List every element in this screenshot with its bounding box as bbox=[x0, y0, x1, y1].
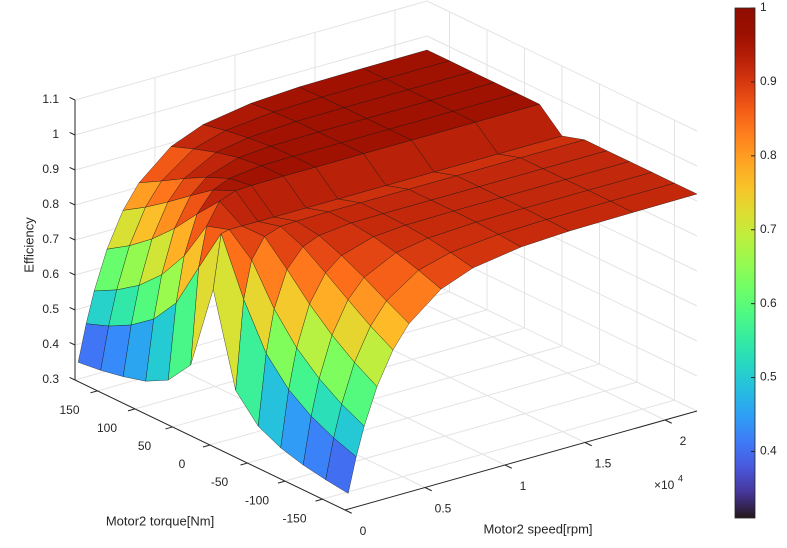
tick-mark bbox=[165, 426, 173, 430]
tick-mark bbox=[69, 236, 76, 241]
x-tick-label: 1.5 bbox=[595, 457, 612, 471]
surface-cell bbox=[325, 437, 357, 494]
colorbar-tick-label: 0.5 bbox=[760, 370, 777, 384]
x-tick-label: 1 bbox=[520, 479, 527, 493]
x-axis bbox=[344, 410, 698, 511]
tick-mark bbox=[315, 498, 323, 502]
grid-line bbox=[322, 399, 675, 500]
tick-mark bbox=[202, 444, 211, 448]
grid-line bbox=[426, 0, 698, 132]
labels: 0 0.5 1 1.5 2 -150 -100 -50 0 50 100 150 0.3 0.4 0.5 0.… bbox=[42, 92, 686, 538]
x-multiplier-base: ×10 bbox=[654, 478, 675, 492]
colorbar-tick-label: 1 bbox=[760, 0, 767, 14]
y-axis bbox=[74, 379, 346, 511]
x-tick-label: 2 bbox=[680, 434, 687, 448]
y-tick-label: -100 bbox=[245, 493, 269, 507]
tick-mark bbox=[504, 464, 512, 469]
y-tick-label: 50 bbox=[138, 439, 152, 453]
y-tick-label: -50 bbox=[211, 475, 229, 489]
x-tick-label: 0.5 bbox=[435, 502, 452, 516]
tick-mark bbox=[69, 131, 76, 136]
z-axis-label: Efficiency bbox=[21, 217, 36, 273]
tick-mark bbox=[424, 487, 432, 492]
y-tick-label: 100 bbox=[97, 421, 117, 435]
tick-mark bbox=[344, 509, 352, 514]
colorbar-tick-label: 0.9 bbox=[760, 74, 777, 88]
z-tick-label: 0.4 bbox=[42, 337, 59, 351]
colorbar-tick-label: 0.7 bbox=[760, 222, 777, 236]
z-tick-label: 0.3 bbox=[42, 372, 59, 386]
tick-mark bbox=[69, 341, 76, 346]
tick-mark bbox=[69, 96, 76, 101]
z-tick-label: 0.6 bbox=[42, 267, 59, 281]
x-multiplier-power: 4 bbox=[678, 473, 683, 483]
y-tick-label: 150 bbox=[59, 403, 79, 417]
z-tick-label: 0.7 bbox=[42, 232, 59, 246]
x-tick-label: 0 bbox=[360, 524, 367, 538]
y-tick-label: -150 bbox=[282, 511, 306, 525]
tick-mark bbox=[664, 419, 672, 424]
z-tick-label: 0.8 bbox=[42, 197, 59, 211]
z-tick-label: 0.9 bbox=[42, 162, 59, 176]
y-tick-label: 0 bbox=[179, 457, 186, 471]
grid-line bbox=[426, 280, 698, 412]
colorbar-tick-label: 0.8 bbox=[760, 148, 777, 162]
tick-mark bbox=[69, 166, 76, 171]
tick-mark bbox=[90, 390, 98, 394]
tick-mark bbox=[69, 376, 76, 381]
tick-mark bbox=[69, 306, 76, 311]
y-axis-label: Motor2 torque[Nm] bbox=[106, 513, 214, 528]
tick-mark bbox=[69, 201, 76, 206]
grid-line bbox=[74, 35, 428, 136]
surface bbox=[77, 49, 698, 494]
z-tick-label: 0.5 bbox=[42, 302, 59, 316]
z-tick-label: 1.1 bbox=[42, 92, 59, 106]
z-tick-label: 1 bbox=[52, 127, 59, 141]
colorbar bbox=[734, 7, 756, 519]
tick-mark bbox=[277, 480, 286, 484]
tick-mark bbox=[240, 462, 248, 466]
tick-mark bbox=[69, 271, 76, 276]
colorbar-tick-label: 0.6 bbox=[760, 296, 777, 310]
grid-line bbox=[426, 35, 698, 167]
x-axis-label: Motor2 speed[rpm] bbox=[483, 521, 592, 536]
tick-mark bbox=[584, 442, 592, 447]
grid-line bbox=[74, 0, 428, 101]
tick-mark bbox=[127, 408, 136, 412]
colorbar-tick-label: 0.4 bbox=[760, 444, 777, 458]
